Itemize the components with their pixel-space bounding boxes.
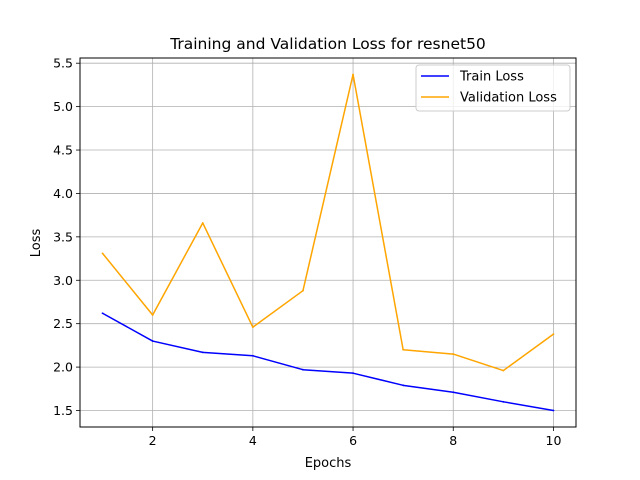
y-axis-label: Loss	[29, 229, 44, 258]
train-loss-point	[201, 351, 204, 354]
train-loss-point	[552, 409, 555, 412]
chart-title: Training and Validation Loss for resnet5…	[169, 35, 486, 53]
validation-loss-point	[251, 326, 254, 329]
series-layer	[101, 73, 555, 412]
y-tick-label: 5.0	[53, 99, 73, 114]
x-tick-label: 8	[449, 433, 457, 448]
validation-loss-point	[452, 353, 455, 355]
train-loss-point	[302, 368, 304, 371]
train-loss-point	[402, 384, 405, 387]
legend-box	[415, 64, 571, 112]
plot-frame	[79, 57, 577, 428]
x-tick-label: 10	[546, 433, 562, 448]
grid-lines	[80, 58, 576, 427]
validation-loss-point	[302, 289, 304, 292]
y-tick-label: 4.5	[53, 143, 73, 158]
y-tick-label: 1.5	[53, 403, 73, 418]
validation-loss-point	[552, 333, 555, 335]
train-loss-line	[102, 312, 554, 412]
legend-label-validation: Validation Loss	[460, 91, 557, 106]
y-tick-label: 4.0	[53, 186, 73, 201]
train-loss-point	[502, 400, 505, 403]
train-loss-point	[101, 312, 104, 315]
validation-loss-point	[402, 348, 405, 351]
y-tick-label: 2.0	[53, 360, 73, 375]
validation-loss-point	[151, 314, 154, 316]
x-tick-label: 2	[149, 433, 157, 448]
y-tick-label: 5.5	[53, 56, 73, 71]
validation-loss-point	[201, 222, 204, 224]
validation-loss-point	[502, 369, 505, 372]
legend-label-train: Train Loss	[459, 70, 524, 85]
axis-ticks: 2 4 6 8 10 1.5 2.0 2.5 3.0 3.5 4.0 4.5 5.0 5.5	[53, 56, 561, 448]
legend: Train Loss Validation Loss	[415, 64, 571, 112]
validation-loss-line	[101, 73, 554, 372]
train-loss-point	[452, 391, 455, 394]
validation-loss-point	[101, 252, 104, 255]
y-tick-label: 3.0	[53, 273, 73, 288]
x-axis-label: Epochs	[305, 456, 352, 471]
train-loss-point	[151, 340, 154, 342]
x-tick-label: 6	[349, 433, 357, 448]
train-loss-point	[251, 354, 254, 357]
y-tick-label: 2.5	[53, 316, 73, 331]
train-loss-point	[352, 372, 354, 375]
validation-loss-point	[352, 73, 354, 76]
x-tick-label: 4	[249, 433, 257, 448]
y-tick-label: 3.5	[53, 229, 73, 244]
